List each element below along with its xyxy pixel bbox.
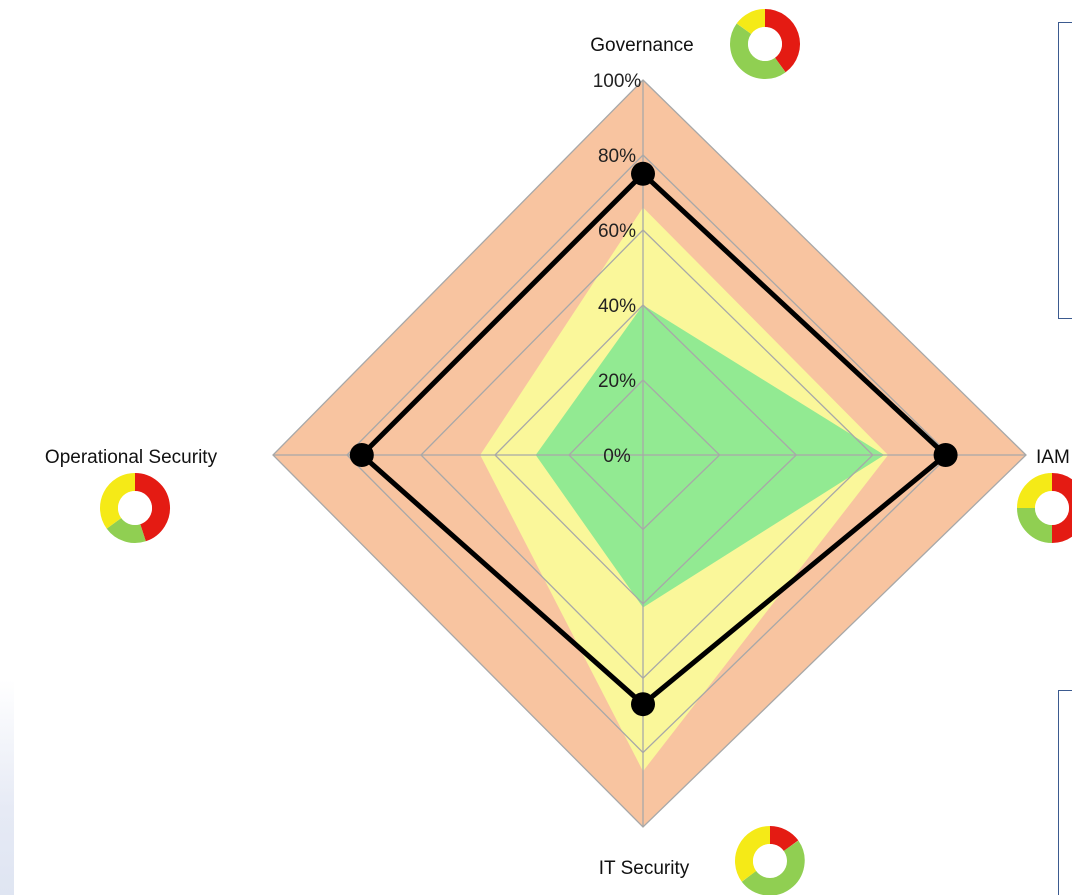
tick-labels: 0% 20% 40% 60% 80% 100% <box>593 71 642 467</box>
tick-label-60: 60% <box>598 221 636 242</box>
status-ring-segment <box>1017 507 1053 543</box>
status-ring-hole <box>748 27 782 61</box>
side-panel-top <box>1058 22 1072 319</box>
status-ring-segment <box>730 23 786 79</box>
score-point-governance <box>631 161 655 186</box>
band-area-inner <box>535 305 885 608</box>
status-ring-iam <box>1017 473 1072 543</box>
axis-labels: Governance IAM IT Security Operational S… <box>45 35 1070 879</box>
status-ring-it-security <box>735 826 805 895</box>
tick-label-0: 0% <box>603 446 631 467</box>
radar-grid <box>272 79 1027 828</box>
band-areas <box>273 80 1026 827</box>
status-ring-segment <box>106 517 146 543</box>
tick-label-80: 80% <box>598 146 636 167</box>
side-panel-bottom <box>1058 690 1072 895</box>
score-point-operational-security <box>349 443 374 467</box>
status-ring-segment <box>735 826 771 882</box>
status-ring-segment <box>134 473 170 542</box>
status-ring-segment <box>764 9 800 73</box>
tick-label-40: 40% <box>598 296 636 317</box>
status-ring-segment <box>741 840 805 895</box>
axis-label-iam: IAM <box>1036 447 1070 468</box>
status-ring-hole <box>753 844 787 878</box>
status-ring-segment <box>1051 473 1072 543</box>
axis-label-it-security: IT Security <box>599 858 690 879</box>
score-point-iam <box>933 443 958 467</box>
status-ring-segment <box>736 9 766 35</box>
status-ring-operational-security <box>100 473 170 543</box>
status-ring-segment <box>1017 473 1053 509</box>
score-line-series <box>349 161 958 717</box>
axis-label-operational-security: Operational Security <box>45 447 218 468</box>
tick-label-100: 100% <box>593 71 642 92</box>
tick-label-20: 20% <box>598 371 636 392</box>
status-ring-hole <box>1035 491 1069 525</box>
axis-label-governance: Governance <box>590 35 694 56</box>
status-ring-segment <box>100 473 136 529</box>
status-rings <box>100 9 1072 895</box>
status-ring-governance <box>730 9 800 79</box>
slide-edge-shade <box>0 680 14 895</box>
status-ring-hole <box>118 491 152 525</box>
score-point-it-security <box>631 692 655 717</box>
status-ring-segment <box>769 826 799 852</box>
